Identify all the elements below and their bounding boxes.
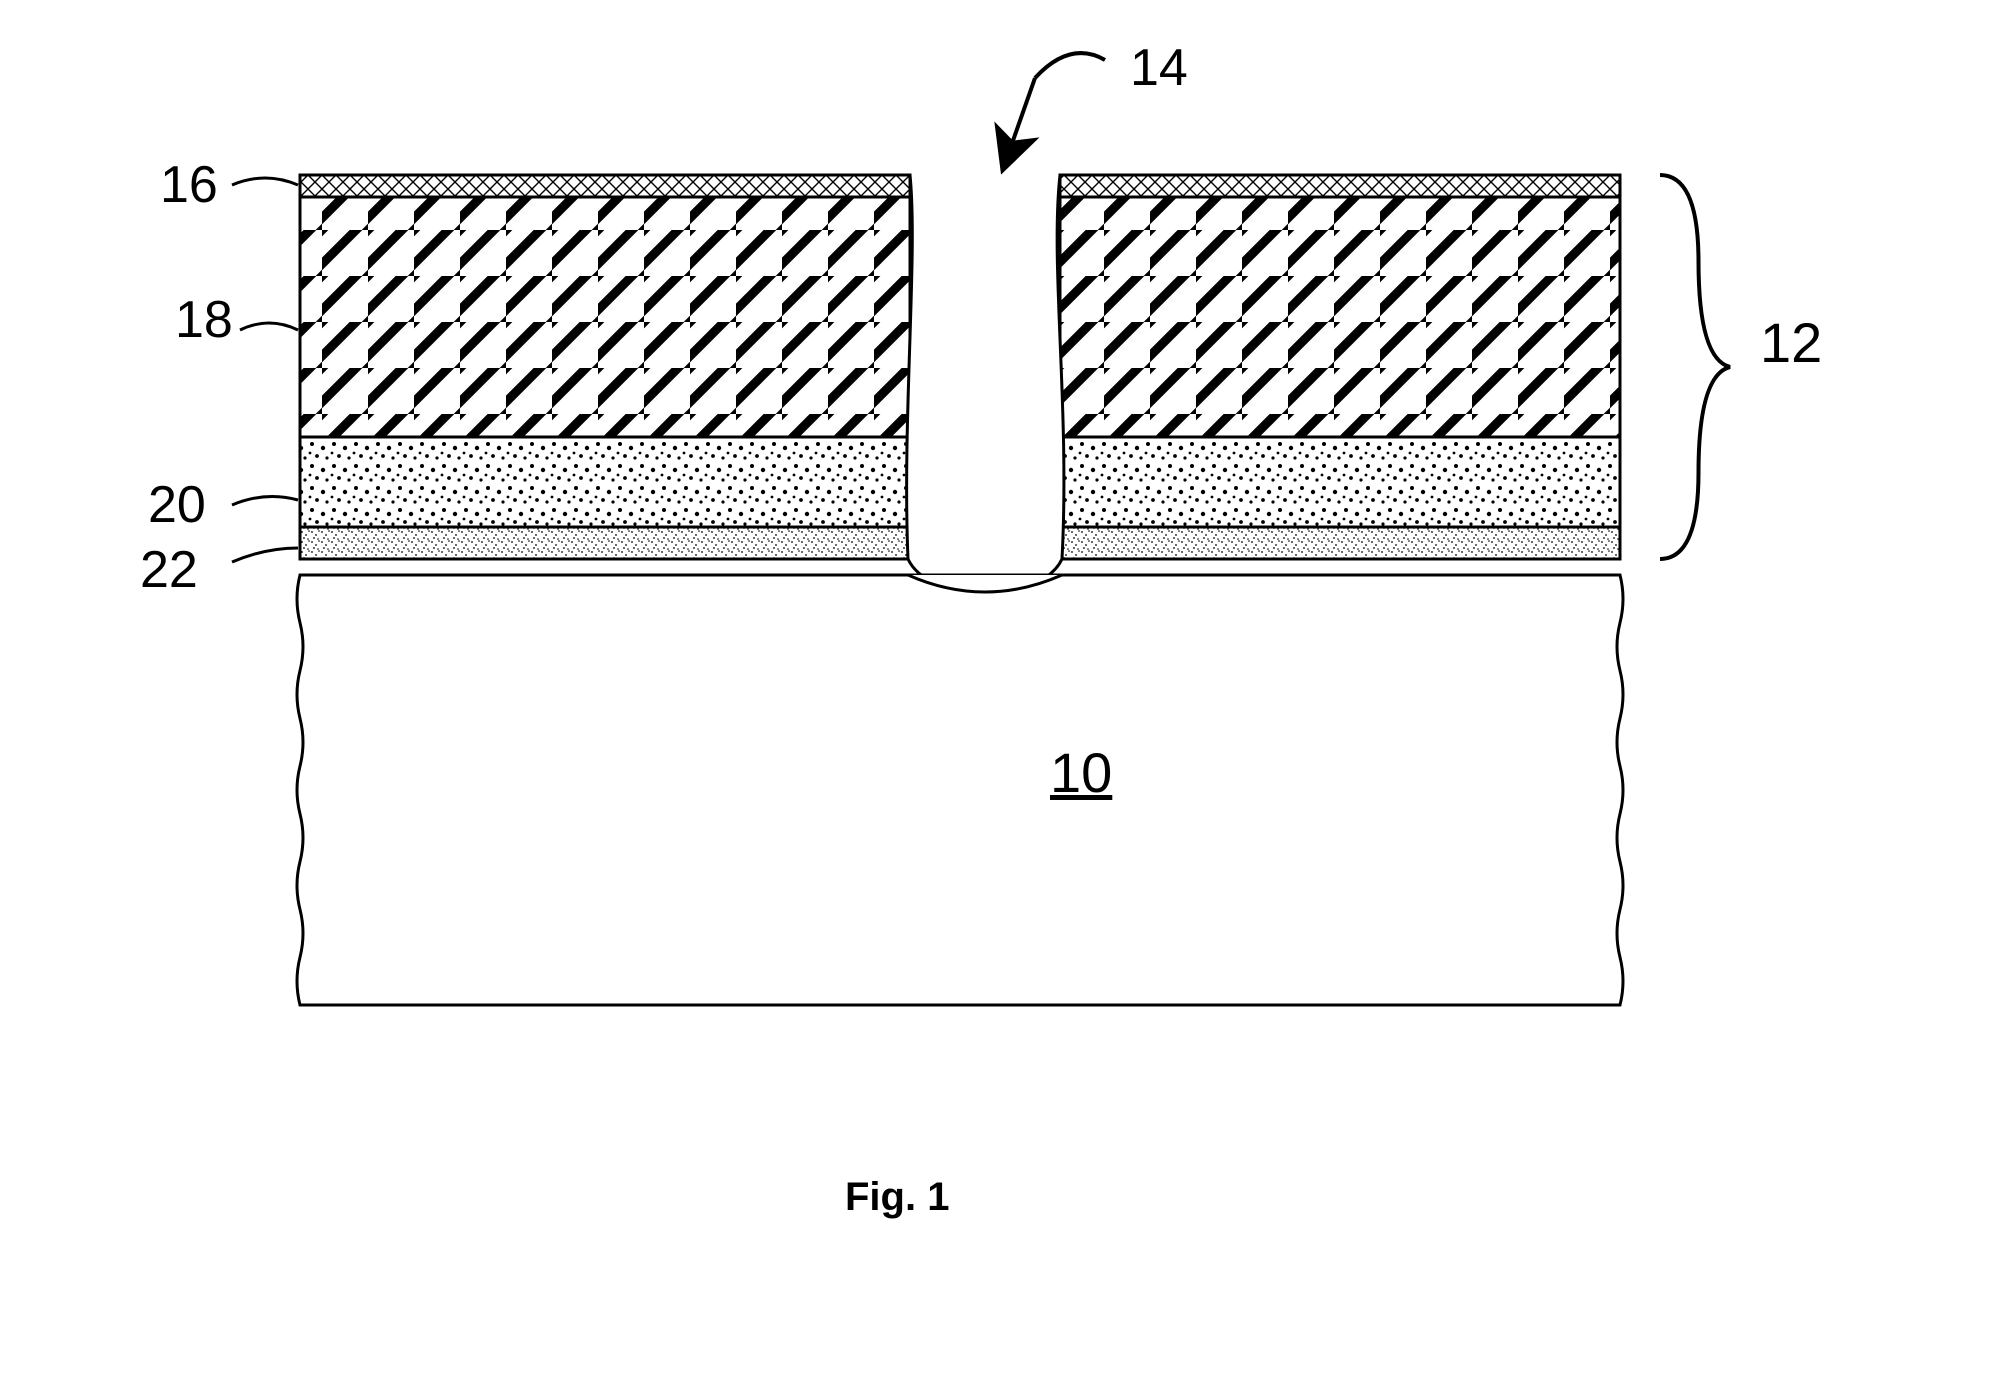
- diagram-svg: [0, 0, 2014, 1374]
- diagram-stage: 14 16 18 20 22 10 12 Fig. 1: [0, 0, 2014, 1374]
- brace-12: [1660, 175, 1730, 559]
- callout-12: 12: [1760, 310, 1822, 375]
- via-arrow: [1009, 53, 1105, 152]
- callout-10: 10: [1050, 740, 1112, 805]
- callout-16: 16: [160, 155, 218, 215]
- callout-20: 20: [148, 475, 206, 535]
- layer-stack: [300, 175, 1620, 593]
- figure-caption: Fig. 1: [845, 1175, 949, 1220]
- callout-leaders: [232, 178, 298, 562]
- substrate: [297, 575, 1623, 1005]
- callout-18: 18: [175, 290, 233, 350]
- callout-14: 14: [1130, 38, 1188, 98]
- callout-22: 22: [140, 540, 198, 600]
